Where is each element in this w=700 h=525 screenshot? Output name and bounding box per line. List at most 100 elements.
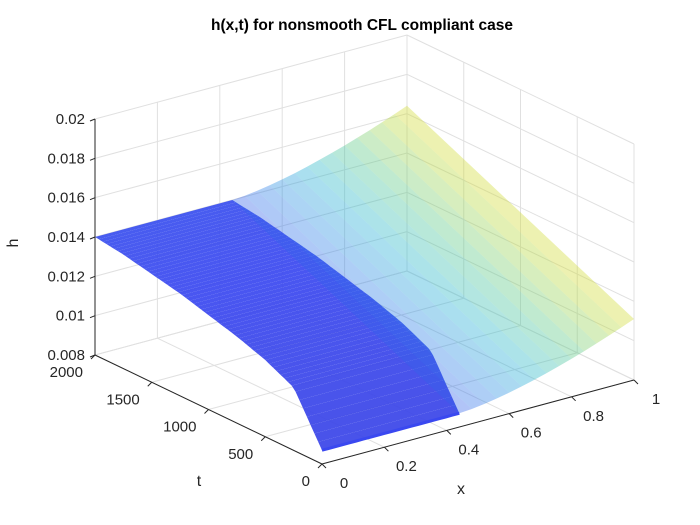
x-tick-mark [384, 446, 389, 452]
y-tick-label: 2000 [50, 364, 83, 381]
z-tick-label: 0.01 [56, 308, 85, 325]
surface-strip [178, 255, 320, 295]
x-tick-mark [508, 413, 514, 418]
z-tick-mark [89, 315, 96, 319]
y-tick-mark [147, 381, 153, 387]
surface-strip [227, 292, 369, 333]
surface-strip [155, 239, 297, 280]
y-tick-mark [317, 463, 323, 469]
z-tick-label: 0.012 [47, 268, 85, 285]
surface-patch-right [257, 185, 497, 404]
surface-strip [310, 388, 452, 434]
z-tick-label: 0.008 [47, 347, 85, 364]
surface-strip [269, 326, 411, 368]
x-tick-label: 0.6 [521, 425, 542, 442]
x-axis-line [321, 379, 635, 465]
side-wall-grid-line-z [406, 34, 635, 145]
surface-strip [98, 202, 240, 242]
surface-strip [265, 323, 407, 364]
surface-strip [200, 272, 342, 313]
surface-strip [238, 301, 380, 342]
surface-strip [223, 289, 365, 330]
surface-strip [110, 209, 252, 249]
z-tick-label: 0.016 [47, 190, 85, 207]
surface-strip [314, 396, 456, 442]
z-tick-mark [89, 197, 96, 201]
surface-patch-right [332, 145, 572, 366]
side-wall-grid-line-z [406, 113, 635, 224]
surface-strip [163, 244, 305, 285]
surface-strip [242, 304, 384, 345]
side-wall-grid-line-z [406, 191, 635, 302]
surface-strip [231, 295, 373, 336]
surface-strip [159, 242, 301, 282]
y-tick-mark [260, 436, 266, 442]
surface-strip [261, 320, 403, 360]
y-tick-label: 0 [302, 473, 310, 490]
surface-strip [257, 316, 399, 357]
surface-strip [136, 226, 278, 267]
surface-patch-right [357, 130, 597, 352]
surface-plot [95, 105, 634, 452]
y-tick-label: 500 [228, 446, 253, 463]
surface-strip [272, 330, 414, 371]
surface-strip [246, 307, 388, 348]
chart-title: h(x,t) for nonsmooth CFL compliant case [211, 17, 513, 34]
surface-strip [102, 204, 244, 244]
y-tick-label: 1500 [106, 391, 139, 408]
surface-front-edge [321, 411, 460, 452]
surface-strip [284, 341, 426, 382]
surface-strip [148, 234, 289, 275]
back-wall-grid-line-z [94, 113, 408, 199]
x-tick-mark [321, 463, 327, 469]
surface-strip [170, 250, 312, 290]
surface-patch-right [282, 173, 522, 393]
surface-strip [193, 266, 335, 307]
surface-strip [166, 247, 308, 288]
surface-patch-right [394, 105, 634, 328]
surface-strip [235, 298, 376, 339]
surface-strip [182, 258, 324, 298]
z-tick-mark [89, 157, 96, 161]
back-wall-grid-line-z [94, 73, 408, 159]
axes [89, 118, 639, 469]
surface-strip [129, 221, 271, 262]
x-tick-label: 0.2 [396, 458, 417, 475]
surface-strip [144, 231, 286, 272]
surface-strip [291, 348, 433, 392]
z-tick-mark [89, 354, 96, 358]
surface-strip [121, 216, 263, 256]
surface-strip [132, 224, 274, 264]
surface-strip [117, 214, 259, 254]
surface-strip [219, 286, 361, 327]
z-tick-label: 0.02 [56, 111, 85, 128]
side-wall-grid-line-z [406, 270, 635, 381]
z-axis-label: h [5, 239, 22, 248]
surface-strip [318, 404, 460, 451]
side-wall-grid-line-z [406, 73, 635, 184]
x-tick-mark [446, 430, 452, 435]
surface-strip [106, 207, 248, 247]
y-tick-mark [204, 409, 209, 414]
surface-patch-right [269, 179, 510, 399]
x-tick-label: 0.4 [458, 441, 479, 458]
surface-strip [140, 229, 282, 269]
surface-strip [95, 200, 237, 240]
surface-strip [212, 281, 354, 321]
surface-strip [174, 252, 316, 293]
x-tick-label: 1 [652, 391, 660, 408]
surface-strip [216, 283, 358, 324]
x-tick-mark [571, 396, 576, 402]
surface-strip [250, 310, 392, 351]
x-tick-label: 0 [340, 475, 348, 492]
surface-strip [151, 237, 293, 277]
x-axis-label: x [457, 481, 465, 498]
z-tick-mark [89, 275, 96, 279]
z-tick-label: 0.018 [47, 150, 85, 167]
surface-strip [303, 371, 445, 417]
surface-patch-right [319, 152, 560, 374]
surface-patch-right [294, 166, 535, 387]
surface-strip [280, 337, 422, 379]
back-wall-grid-line-z [94, 34, 408, 120]
